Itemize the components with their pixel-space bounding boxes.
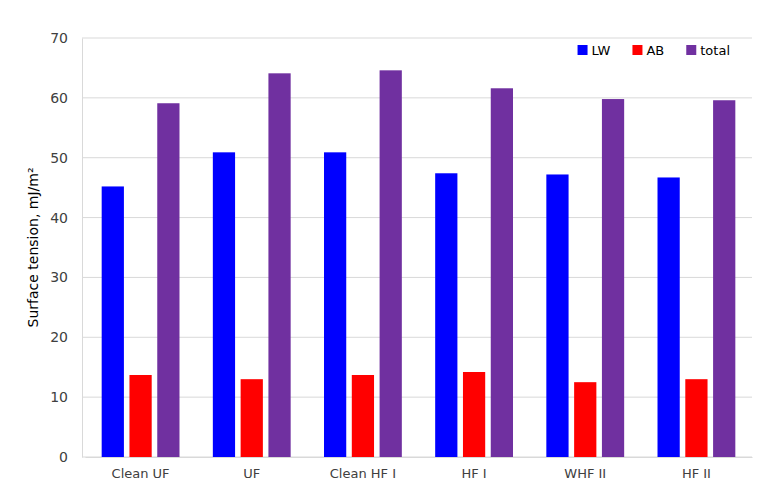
y-axis-title: Surface tension, mJ/m² — [25, 167, 41, 327]
x-tick-label: HF I — [461, 466, 486, 481]
y-tick-label: 60 — [50, 90, 68, 106]
bar — [713, 100, 735, 457]
y-tick-label: 20 — [50, 329, 68, 345]
legend-swatch — [578, 45, 588, 55]
bar — [463, 372, 485, 457]
y-tick: 50 — [50, 150, 82, 166]
bar — [268, 73, 290, 457]
grid-line — [82, 457, 752, 458]
x-tick: Clean HF I — [330, 457, 396, 481]
bar — [574, 382, 596, 457]
bar — [435, 173, 457, 457]
bar — [102, 186, 124, 457]
legend-item: LW — [578, 43, 611, 58]
legend-label: LW — [592, 43, 611, 58]
bar — [352, 375, 374, 457]
bar — [491, 88, 513, 457]
y-axis: 0 10 20 30 40 50 60 70 — [50, 30, 82, 465]
legend-label: total — [700, 43, 730, 58]
bar — [658, 177, 680, 457]
bar — [324, 152, 346, 457]
x-tick: Clean UF — [112, 457, 170, 481]
x-tick: UF — [243, 457, 260, 481]
x-tick: HF I — [461, 457, 486, 481]
y-tick-label: 70 — [50, 30, 68, 46]
y-tick: 30 — [50, 269, 82, 285]
series — [157, 70, 735, 457]
y-tick-label: 0 — [59, 449, 68, 465]
legend: LW AB total — [578, 43, 730, 58]
bar — [241, 379, 263, 457]
chart: 0 10 20 30 40 50 60 70 Clean UF UF Clean HF I HF I W… — [0, 0, 768, 496]
y-tick-label: 30 — [50, 269, 68, 285]
x-tick-label: UF — [243, 466, 260, 481]
x-tick-label: Clean HF I — [330, 466, 396, 481]
bar — [546, 174, 568, 457]
legend-swatch — [632, 45, 642, 55]
legend-item: AB — [632, 43, 664, 58]
y-tick: 10 — [50, 389, 82, 405]
y-tick-label: 50 — [50, 150, 68, 166]
bar — [129, 375, 151, 457]
x-tick: WHF II — [564, 457, 606, 481]
x-tick: HF II — [682, 457, 711, 481]
y-tick: 20 — [50, 329, 82, 345]
bar — [685, 379, 707, 457]
y-tick-label: 40 — [50, 210, 68, 226]
x-axis-line — [86, 457, 753, 458]
bars — [102, 70, 736, 457]
grid — [82, 38, 752, 457]
x-axis: Clean UF UF Clean HF I HF I WHF II HF II — [86, 457, 753, 481]
y-tick: 40 — [50, 210, 82, 226]
y-tick: 0 — [59, 449, 82, 465]
legend-item: total — [686, 43, 730, 58]
bar — [213, 152, 235, 457]
x-tick-label: WHF II — [564, 466, 606, 481]
legend-swatch — [686, 45, 696, 55]
y-tick: 70 — [50, 30, 82, 46]
grid-line — [82, 337, 752, 338]
bar — [602, 99, 624, 457]
grid-line — [82, 157, 752, 158]
x-tick-label: Clean UF — [112, 466, 170, 481]
x-tick-label: HF II — [682, 466, 711, 481]
legend-label: AB — [646, 43, 664, 58]
y-tick: 60 — [50, 90, 82, 106]
y-axis-line — [82, 39, 83, 458]
grid-line — [82, 277, 752, 278]
grid-line — [82, 97, 752, 98]
grid-line — [82, 397, 752, 398]
grid-line — [82, 217, 752, 218]
bar — [380, 70, 402, 457]
bar — [157, 103, 179, 457]
grid-line — [82, 38, 752, 39]
y-tick-label: 10 — [50, 389, 68, 405]
